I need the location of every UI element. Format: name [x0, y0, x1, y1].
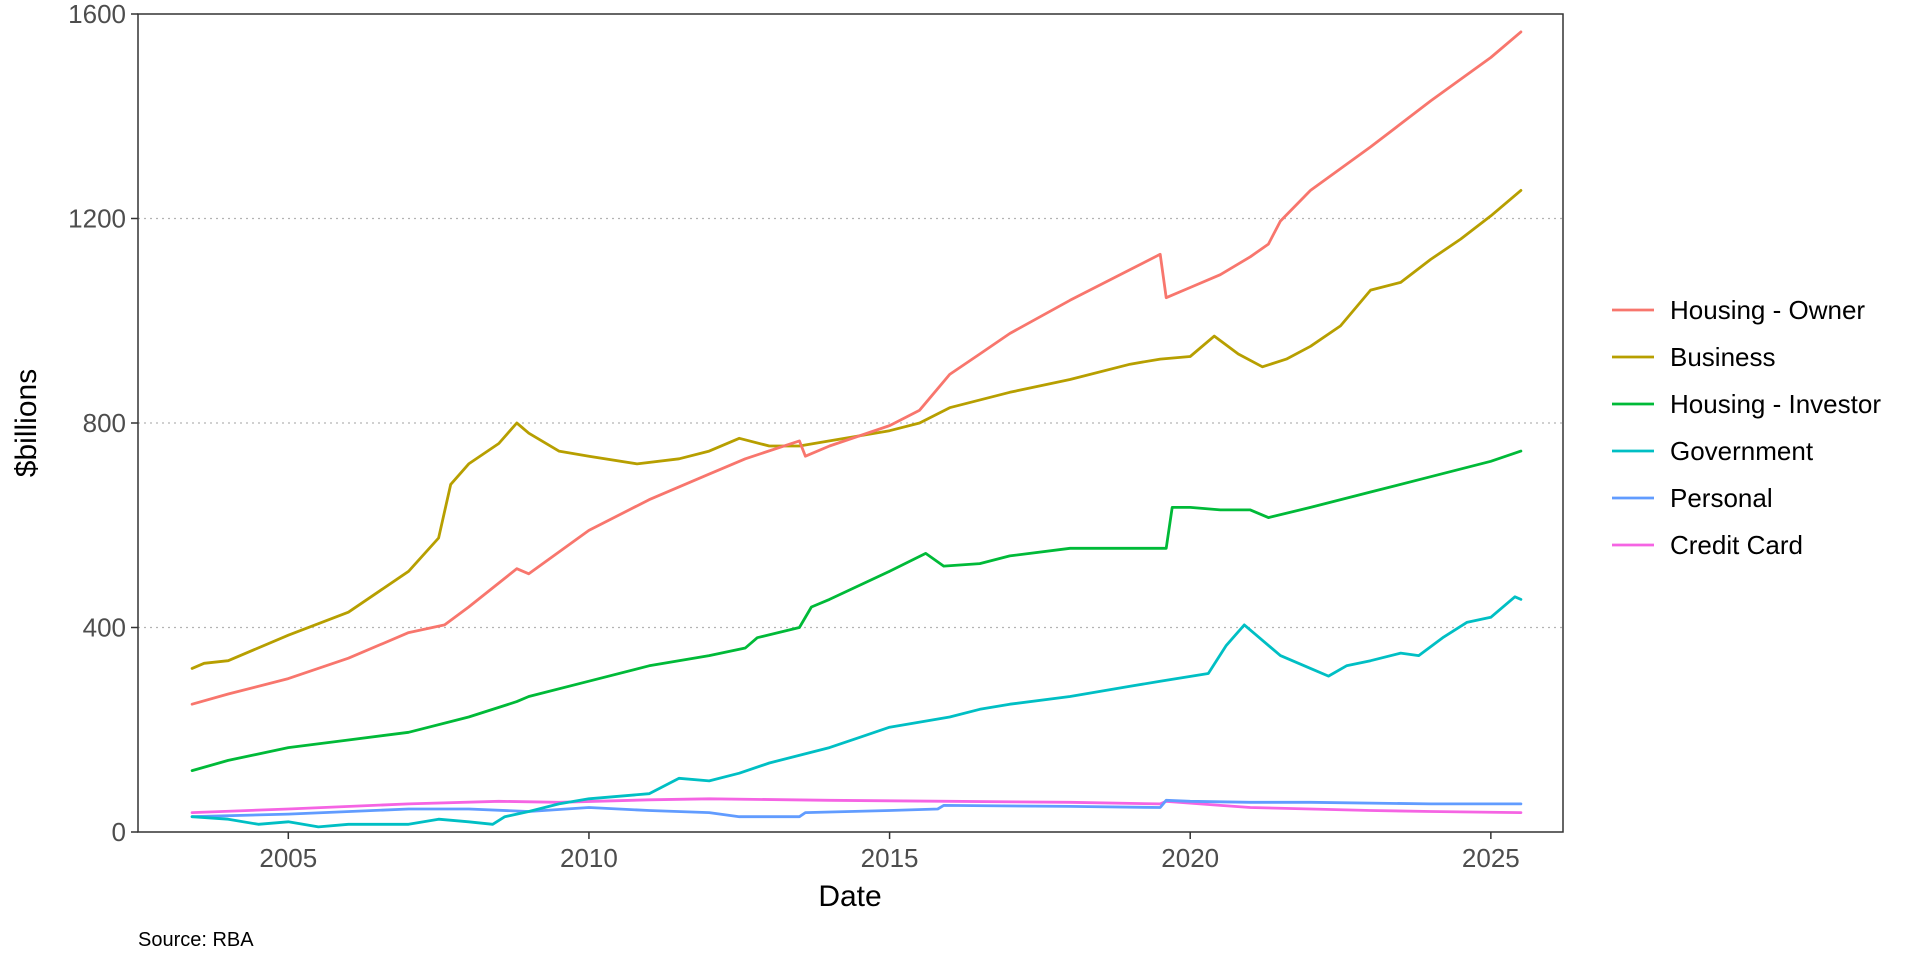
legend-item: Housing - Owner — [1612, 295, 1865, 325]
x-tick-label: 2025 — [1462, 843, 1520, 873]
source-caption: Source: RBA — [138, 929, 254, 951]
series-line-housing-investor — [190, 449, 1523, 772]
series-line-credit-card — [190, 797, 1523, 814]
series-lines — [190, 30, 1523, 829]
y-tick-label: 800 — [83, 408, 126, 438]
series-line-business — [190, 189, 1523, 670]
x-axis-ticks: 2005 2010 2015 2020 2025 — [259, 832, 1520, 873]
legend-item: Business — [1612, 342, 1776, 372]
y-axis-ticks: 0 400 800 1200 1600 — [68, 0, 138, 847]
plot-border — [137, 13, 1564, 833]
legend-item: Personal — [1612, 483, 1773, 513]
legend-item: Credit Card — [1612, 530, 1803, 560]
legend-label: Housing - Investor — [1670, 389, 1881, 419]
legend-label: Government — [1670, 436, 1814, 466]
legend-item: Housing - Investor — [1612, 389, 1881, 419]
series-line-housing-owner — [190, 30, 1523, 706]
legend-label: Personal — [1670, 483, 1773, 513]
y-tick-label: 0 — [112, 817, 126, 847]
legend-label: Credit Card — [1670, 530, 1803, 560]
grid-lines — [138, 217, 1563, 629]
x-tick-label: 2020 — [1161, 843, 1219, 873]
x-tick-label: 2015 — [861, 843, 919, 873]
y-tick-label: 400 — [83, 613, 126, 643]
legend-label: Housing - Owner — [1670, 295, 1865, 325]
y-tick-label: 1200 — [68, 204, 126, 234]
series-line-personal — [190, 798, 1523, 819]
x-tick-label: 2010 — [560, 843, 618, 873]
x-axis-title: Date — [818, 880, 881, 913]
series-line-government — [190, 595, 1523, 829]
legend-label: Business — [1670, 342, 1776, 372]
x-tick-label: 2005 — [259, 843, 317, 873]
legend: Housing - Owner Business Housing - Investo… — [1612, 295, 1881, 560]
y-axis-title: $billions — [10, 369, 43, 477]
y-tick-label: 1600 — [68, 0, 126, 29]
legend-item: Government — [1612, 436, 1814, 466]
